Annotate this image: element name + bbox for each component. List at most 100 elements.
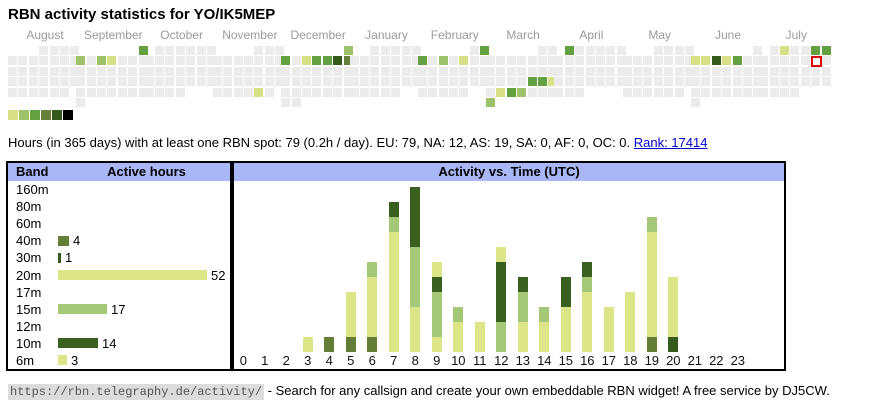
calendar-day <box>595 66 605 76</box>
calendar-day <box>380 66 390 76</box>
chart-bar-segment-30m <box>668 337 679 352</box>
calendar-day <box>711 66 721 76</box>
calendar-day <box>486 56 496 66</box>
calendar-day <box>39 66 49 76</box>
calendar-day <box>8 87 17 97</box>
calendar-day <box>780 56 790 66</box>
calendar-day <box>107 77 117 87</box>
calendar-day <box>60 87 69 97</box>
calendar-day <box>370 66 380 76</box>
calendar-day <box>76 77 86 87</box>
calendar-day <box>264 87 274 97</box>
calendar-day <box>685 66 695 76</box>
calendar-day <box>97 56 107 66</box>
hour-label: 0 <box>239 353 247 368</box>
calendar-day <box>70 66 80 76</box>
calendar-day <box>732 56 742 66</box>
band-panel: Band Active hours 160m 80m 60m 40m 4 30m 1 20m 5… <box>6 161 232 371</box>
calendar-day-today <box>811 56 823 68</box>
calendar-day <box>333 56 343 66</box>
calendar-day <box>527 56 537 66</box>
band-bar <box>58 252 61 263</box>
calendar-day <box>480 66 490 76</box>
calendar-day <box>653 77 663 87</box>
calendar-day <box>769 56 779 66</box>
band-bar <box>58 270 207 281</box>
stats-line: Hours (in 365 days) with at least one RB… <box>8 135 707 150</box>
hour-label: 4 <box>325 353 333 368</box>
calendar-day <box>107 87 117 97</box>
calendar-day <box>86 77 96 87</box>
calendar-day <box>506 56 516 66</box>
calendar-day <box>39 46 49 55</box>
calendar-month-label: August <box>26 28 64 42</box>
calendar-day <box>759 87 769 97</box>
calendar-day <box>343 87 353 97</box>
calendar-day <box>128 77 138 87</box>
chart-bar <box>603 307 614 352</box>
calendar-day <box>175 87 185 97</box>
calendar-day <box>701 56 711 66</box>
calendar-day <box>380 46 390 55</box>
calendar-day <box>254 87 264 97</box>
calendar-day <box>370 77 380 87</box>
hour-label: 21 <box>687 353 703 368</box>
calendar-month: October <box>144 28 219 97</box>
calendar-day <box>380 77 390 87</box>
calendar-day <box>401 46 411 55</box>
calendar-day <box>254 46 264 55</box>
calendar-day <box>49 77 59 87</box>
calendar-day <box>312 77 322 87</box>
chart-bar-segment-20m <box>474 322 485 352</box>
chart-bar <box>474 322 485 352</box>
calendar-day <box>370 87 380 97</box>
calendar-day <box>254 77 264 87</box>
chart-bar-segment-15m <box>431 292 442 337</box>
calendar-day <box>790 66 800 76</box>
calendar-day <box>538 77 548 87</box>
band-name: 40m <box>16 233 42 249</box>
chart-bar-segment-20m <box>388 232 399 352</box>
calendar-day <box>496 56 506 66</box>
calendar-day <box>281 56 291 66</box>
calendar-day <box>380 56 390 66</box>
calendar-day <box>664 56 674 66</box>
calendar-day <box>97 77 107 87</box>
calendar-day <box>622 87 632 97</box>
band-name: 60m <box>16 216 42 232</box>
calendar-day <box>643 87 653 97</box>
calendar-day <box>711 77 721 87</box>
calendar-day <box>370 46 380 55</box>
band-name: 6m <box>16 352 35 368</box>
calendar-day <box>800 66 810 76</box>
calendar-day <box>753 56 763 66</box>
calendar-day <box>333 77 343 87</box>
calendar-day <box>448 87 458 97</box>
page-title: RBN activity statistics for YO/IK5MEP <box>8 6 276 23</box>
calendar-day <box>28 66 38 76</box>
chart-bar-segment-20m <box>603 307 614 352</box>
calendar-day <box>769 46 779 55</box>
chart-bar-segment-20m <box>582 292 593 352</box>
calendar-day <box>301 56 311 66</box>
band-row: 12m <box>8 318 230 335</box>
calendar-day <box>622 77 632 87</box>
calendar-day <box>401 77 411 87</box>
calendar-day <box>674 87 684 97</box>
band-value: 52 <box>211 267 226 283</box>
chart-bar <box>410 187 421 352</box>
calendar-day <box>585 46 595 55</box>
rank-link[interactable]: Rank: 17414 <box>633 135 708 150</box>
calendar-day <box>480 46 490 55</box>
hour-label: 20 <box>666 353 681 368</box>
calendar-day <box>506 87 516 97</box>
calendar-day <box>223 87 233 97</box>
calendar-day <box>206 46 216 55</box>
calendar-day <box>165 77 175 87</box>
calendar-day <box>370 56 380 66</box>
chart-bar-segment-15m <box>646 217 657 232</box>
calendar-day <box>517 87 527 97</box>
chart-bar-segment-20m <box>646 232 657 337</box>
calendar-day <box>517 66 527 76</box>
band-bar <box>58 338 98 349</box>
